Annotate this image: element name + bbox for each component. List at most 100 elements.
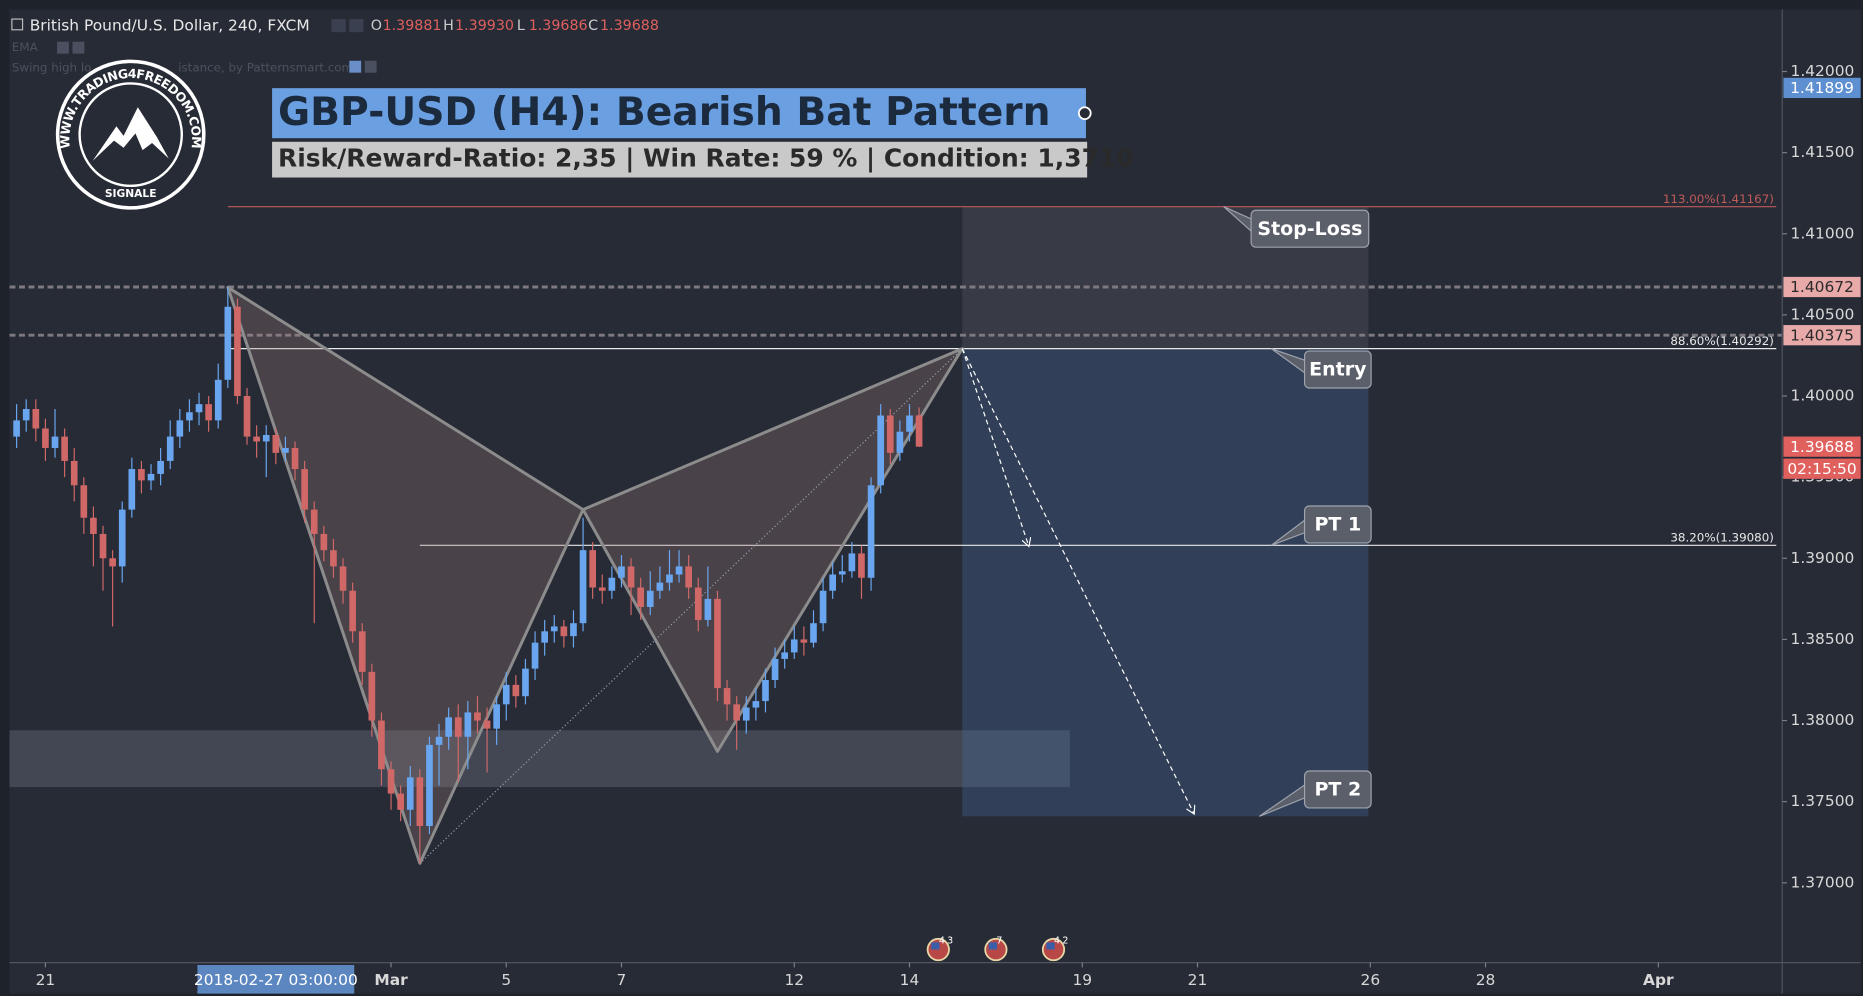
ohlc-key: H (443, 18, 454, 34)
collapse-icon[interactable] (11, 18, 24, 31)
candle-body (646, 590, 654, 607)
logo-mountains (92, 107, 169, 161)
icon[interactable] (331, 19, 346, 33)
candle-body (416, 777, 424, 827)
candle-body (560, 626, 568, 637)
candle-body (618, 566, 625, 578)
chart-subtitle: Risk/Reward-Ratio: 2,35 | Win Rate: 59 %… (278, 144, 1134, 173)
y-tick-label: 1.38500 (1791, 630, 1855, 648)
candle-body (608, 577, 616, 591)
candle-body (195, 404, 203, 413)
candle-body (253, 436, 260, 442)
candle-body (522, 668, 529, 697)
price-badge (1783, 325, 1861, 346)
plot-layer: 113.00%(1.41167) 88.60%(1.40292) 38.20%(1.… (9, 192, 1783, 962)
candle-body (186, 412, 193, 421)
candle-body (848, 553, 856, 572)
candle-body (397, 793, 404, 810)
x-tick-label: 19 (1072, 971, 1092, 989)
candle-body (262, 434, 270, 442)
ohlc-key: O (371, 18, 382, 34)
candle-body (109, 558, 116, 567)
candle-body (282, 447, 289, 453)
candle-body (426, 744, 433, 827)
icon[interactable] (364, 60, 377, 73)
icon[interactable] (72, 41, 85, 54)
crosshair-label: 2018-02-27 03:00:00 (194, 971, 358, 989)
candle-body (483, 720, 491, 729)
candle-body (752, 701, 760, 708)
y-tick-label: 1.37000 (1791, 873, 1855, 891)
candle-body (858, 553, 865, 578)
candle-body (176, 420, 184, 437)
candle-body (886, 415, 894, 453)
reward-box (962, 348, 1369, 817)
y-tick-label: 1.38000 (1791, 711, 1855, 729)
candle-body (781, 652, 789, 659)
icon[interactable] (349, 19, 364, 33)
callout-box (1303, 505, 1372, 544)
candle-body (387, 769, 395, 794)
candle-body (550, 626, 558, 632)
handle[interactable] (1077, 106, 1092, 121)
candle-body (877, 415, 885, 486)
legend-title: British Pound/U.S. Dollar, 240, FXCM (30, 17, 310, 35)
callout-label: Stop-Loss (1257, 218, 1362, 240)
candle-body (90, 517, 97, 534)
candle-body (330, 550, 337, 567)
candle-body (742, 707, 750, 721)
candle-body (224, 306, 232, 380)
candle-body (464, 712, 472, 737)
candle-body (42, 428, 49, 448)
pattern-triangle (226, 285, 585, 865)
ohlc-key: C (588, 18, 598, 34)
event-count: 7 (996, 936, 1002, 947)
candle-body (128, 469, 136, 510)
candle-body (589, 550, 596, 588)
event-count: 4 (1054, 936, 1060, 947)
callout-label: Entry (1309, 359, 1367, 381)
fib-label: 88.60%(1.40292) (1670, 334, 1774, 348)
candle-body (80, 485, 88, 518)
candle-body (157, 460, 164, 474)
support-zone (9, 730, 1070, 788)
x-tick-label: Mar (374, 971, 408, 989)
title-block: GBP-USD (H4): Bearish Bat Pattern Risk/R… (272, 88, 1134, 178)
candle-body (800, 639, 808, 643)
candle-body (666, 574, 673, 583)
candle-body (166, 436, 174, 461)
callout-box (1250, 209, 1370, 248)
countdown-badge (1783, 458, 1861, 479)
candle-body (234, 306, 241, 397)
candle-body (349, 590, 356, 632)
candle-body (147, 473, 155, 481)
candle-body (435, 736, 443, 745)
title-box (272, 88, 1086, 139)
candle-body (627, 566, 635, 588)
candle-body (22, 409, 30, 421)
projection-arrow (961, 348, 1193, 813)
y-tick-label: 1.40500 (1791, 305, 1855, 323)
candle-body (656, 582, 664, 591)
candle-body (406, 777, 414, 810)
candle-body (243, 396, 251, 437)
x-tick-label: 5 (501, 971, 511, 989)
indicator-name: istance, by Patternsmart.com (178, 60, 353, 74)
ohlc-value: 1.39688 (600, 18, 659, 34)
candle-body (32, 409, 40, 429)
icon[interactable] (57, 41, 69, 54)
candle-body (358, 631, 366, 672)
countdown: 02:15:50 (1787, 460, 1856, 478)
y-tick-label: 1.41500 (1791, 143, 1855, 161)
x-tick-label: Apr (1643, 971, 1674, 989)
callout-box (1303, 770, 1372, 809)
y-tick-label: 1.40000 (1791, 387, 1855, 405)
candle-body (502, 684, 510, 705)
candle-body (378, 720, 385, 770)
candle-body (829, 574, 837, 591)
x-tick-label: 7 (617, 971, 627, 989)
y-tick-label: 1.37500 (1791, 792, 1855, 810)
indicator-name: EMA (12, 40, 39, 54)
icon[interactable] (349, 60, 362, 73)
projection-arrow (961, 348, 1028, 546)
